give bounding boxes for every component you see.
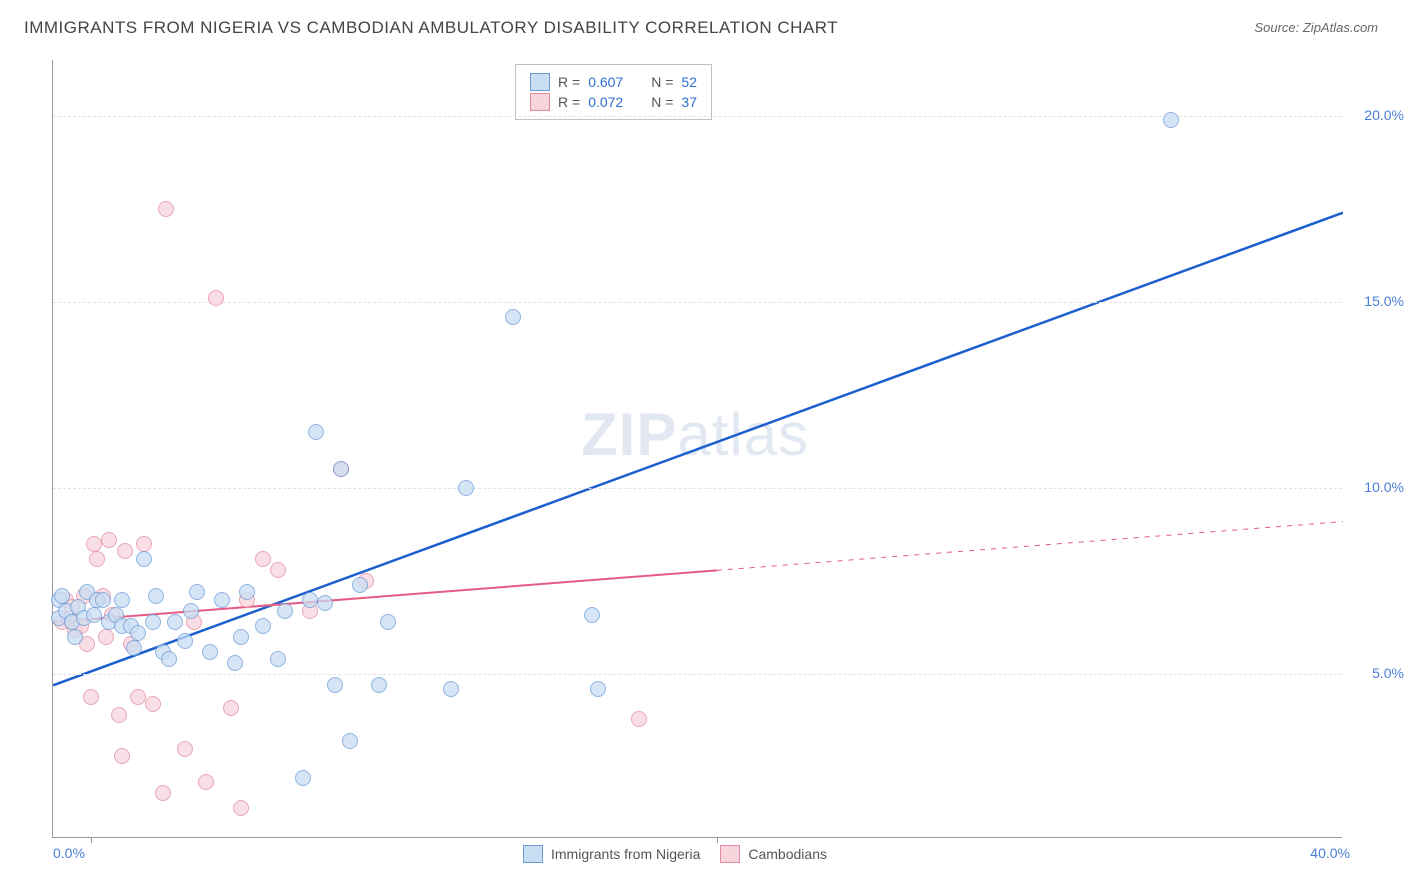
data-point — [233, 629, 249, 645]
legend-n-value: 37 — [681, 94, 697, 110]
data-point — [126, 640, 142, 656]
legend-correlation-row: R = 0.072 N = 37 — [530, 93, 697, 111]
data-point — [208, 290, 224, 306]
data-point — [136, 551, 152, 567]
data-point — [189, 584, 205, 600]
data-point — [136, 536, 152, 552]
data-point — [86, 536, 102, 552]
data-point — [114, 592, 130, 608]
data-point — [255, 551, 271, 567]
legend-swatch — [720, 845, 740, 863]
data-point — [130, 689, 146, 705]
x-axis-tick-min: 0.0% — [53, 845, 85, 861]
source-attribution: Source: ZipAtlas.com — [1254, 20, 1378, 35]
data-point — [177, 633, 193, 649]
data-point — [327, 677, 343, 693]
trend-line — [53, 213, 1343, 686]
gridline — [53, 302, 1342, 303]
data-point — [233, 800, 249, 816]
y-axis-tick: 15.0% — [1364, 293, 1404, 309]
data-point — [270, 562, 286, 578]
chart-title: IMMIGRANTS FROM NIGERIA VS CAMBODIAN AMB… — [24, 18, 838, 38]
data-point — [352, 577, 368, 593]
data-point — [158, 201, 174, 217]
data-point — [202, 644, 218, 660]
y-axis-tick: 10.0% — [1364, 479, 1404, 495]
data-point — [333, 461, 349, 477]
data-point — [317, 595, 333, 611]
data-point — [255, 618, 271, 634]
legend-correlation-row: R = 0.607 N = 52 — [530, 73, 697, 91]
x-axis-tick-mark — [717, 837, 718, 843]
data-point — [371, 677, 387, 693]
data-point — [458, 480, 474, 496]
legend-series-label: Immigrants from Nigeria — [551, 846, 700, 862]
data-point — [443, 681, 459, 697]
data-point — [302, 592, 318, 608]
data-point — [95, 592, 111, 608]
data-point — [167, 614, 183, 630]
data-point — [214, 592, 230, 608]
legend-series-item: Cambodians — [720, 845, 827, 863]
legend-swatch — [523, 845, 543, 863]
gridline — [53, 674, 1342, 675]
trend-line-dashed — [717, 522, 1343, 571]
data-point — [342, 733, 358, 749]
data-point — [117, 543, 133, 559]
y-axis-tick: 5.0% — [1372, 665, 1404, 681]
data-point — [148, 588, 164, 604]
data-point — [1163, 112, 1179, 128]
data-point — [505, 309, 521, 325]
data-point — [223, 700, 239, 716]
data-point — [239, 584, 255, 600]
data-point — [270, 651, 286, 667]
legend-swatch — [530, 73, 550, 91]
legend-r-label: R = — [558, 94, 580, 110]
x-axis-tick-mark — [91, 837, 92, 843]
data-point — [277, 603, 293, 619]
gridline — [53, 116, 1342, 117]
data-point — [111, 707, 127, 723]
data-point — [631, 711, 647, 727]
chart-plot-area: ZIPatlas 0.0% 40.0% R =0.607N =52R =0.07… — [52, 60, 1342, 838]
legend-swatch — [530, 93, 550, 111]
data-point — [83, 689, 99, 705]
data-point — [198, 774, 214, 790]
data-point — [54, 588, 70, 604]
data-point — [89, 551, 105, 567]
legend-n-label: N = — [651, 94, 673, 110]
legend-series: Immigrants from Nigeria Cambodians — [523, 845, 827, 863]
data-point — [183, 603, 199, 619]
data-point — [161, 651, 177, 667]
data-point — [67, 629, 83, 645]
legend-r-value: 0.607 — [588, 74, 623, 90]
legend-n-label: N = — [651, 74, 673, 90]
legend-r-value: 0.072 — [588, 94, 623, 110]
data-point — [86, 607, 102, 623]
data-point — [98, 629, 114, 645]
legend-series-item: Immigrants from Nigeria — [523, 845, 700, 863]
trend-lines-layer — [53, 60, 1343, 838]
data-point — [590, 681, 606, 697]
data-point — [145, 696, 161, 712]
page-root: IMMIGRANTS FROM NIGERIA VS CAMBODIAN AMB… — [0, 0, 1406, 892]
data-point — [101, 532, 117, 548]
gridline — [53, 488, 1342, 489]
data-point — [380, 614, 396, 630]
data-point — [308, 424, 324, 440]
data-point — [584, 607, 600, 623]
legend-r-label: R = — [558, 74, 580, 90]
data-point — [177, 741, 193, 757]
data-point — [295, 770, 311, 786]
x-axis-tick-max: 40.0% — [1310, 845, 1350, 861]
y-axis-tick: 20.0% — [1364, 107, 1404, 123]
legend-series-label: Cambodians — [748, 846, 827, 862]
legend-n-value: 52 — [681, 74, 697, 90]
data-point — [227, 655, 243, 671]
data-point — [114, 748, 130, 764]
data-point — [130, 625, 146, 641]
data-point — [145, 614, 161, 630]
legend-correlation: R = 0.607 N = 52 R = 0.072 N = 37 — [515, 64, 712, 120]
data-point — [155, 785, 171, 801]
